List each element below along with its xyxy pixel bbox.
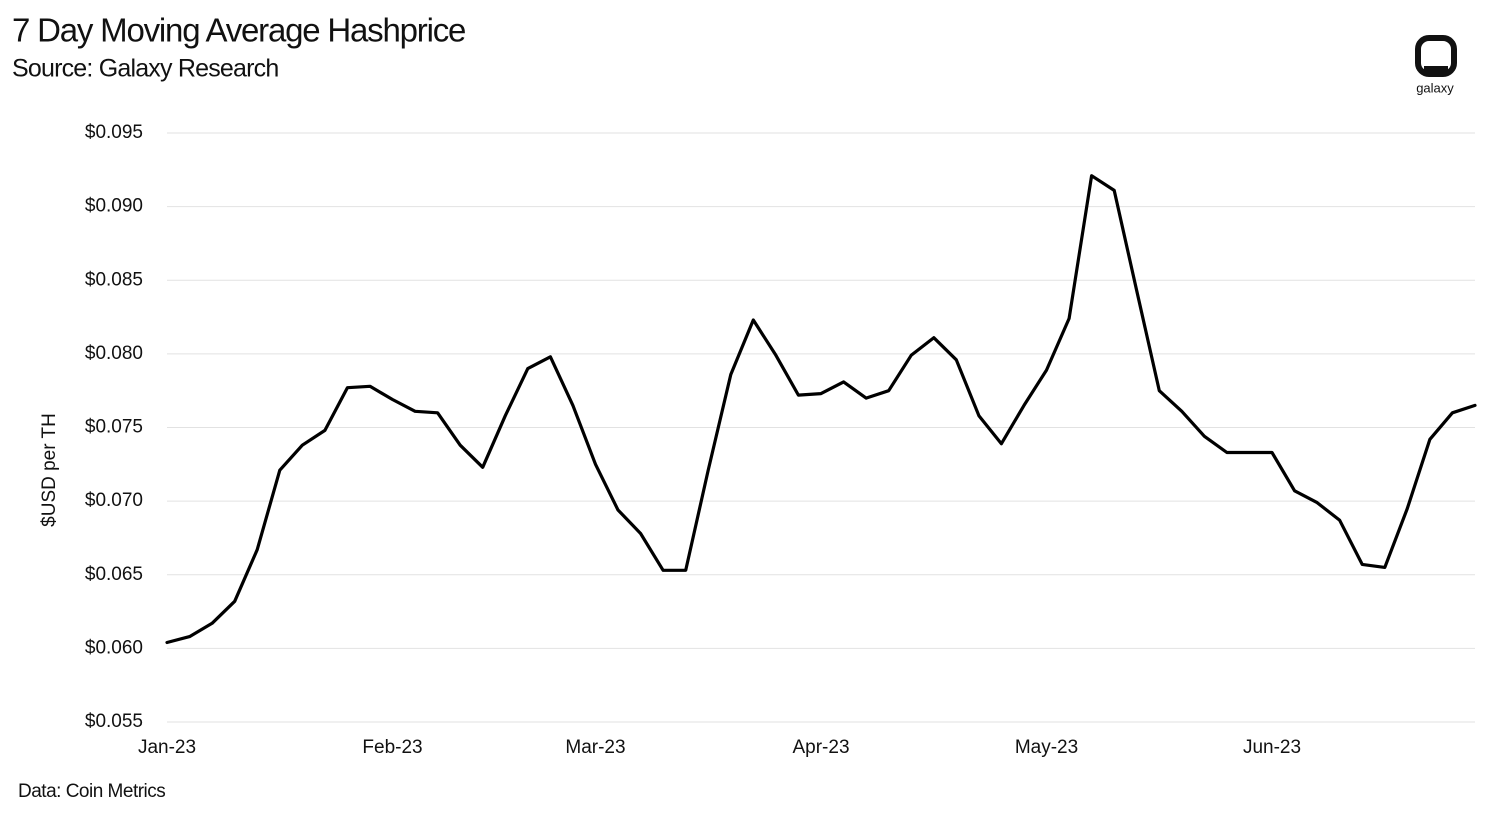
logo-icon-bar [1424, 66, 1448, 72]
x-tick-label: Apr-23 [792, 737, 849, 758]
x-tick-label: May-23 [1015, 737, 1078, 758]
source-note: Data: Coin Metrics [18, 781, 165, 802]
line-series [165, 174, 1477, 645]
y-tick-label: $0.095 [85, 122, 143, 143]
y-tick-label: $0.075 [85, 417, 143, 438]
y-tick-label: $0.055 [85, 711, 143, 732]
y-tick-label: $0.070 [85, 490, 143, 511]
y-tick-label: $0.060 [85, 637, 143, 658]
y-tick-label: $0.065 [85, 564, 143, 585]
y-tick-label: $0.085 [85, 269, 143, 290]
y-tick-label: $0.080 [85, 343, 143, 364]
chart-title: 7 Day Moving Average Hashprice [12, 12, 465, 49]
logo-icon [1415, 35, 1457, 77]
y-tick-label: $0.090 [85, 196, 143, 217]
x-tick-label: Feb-23 [362, 737, 422, 758]
x-tick-label: Jun-23 [1243, 737, 1301, 758]
y-axis-label: $USD per TH [39, 413, 60, 527]
x-tick-label: Jan-23 [138, 737, 196, 758]
logo-text: galaxy [1416, 80, 1454, 95]
x-tick-label: Mar-23 [565, 737, 625, 758]
chart-subtitle: Source: Galaxy Research [12, 55, 278, 83]
